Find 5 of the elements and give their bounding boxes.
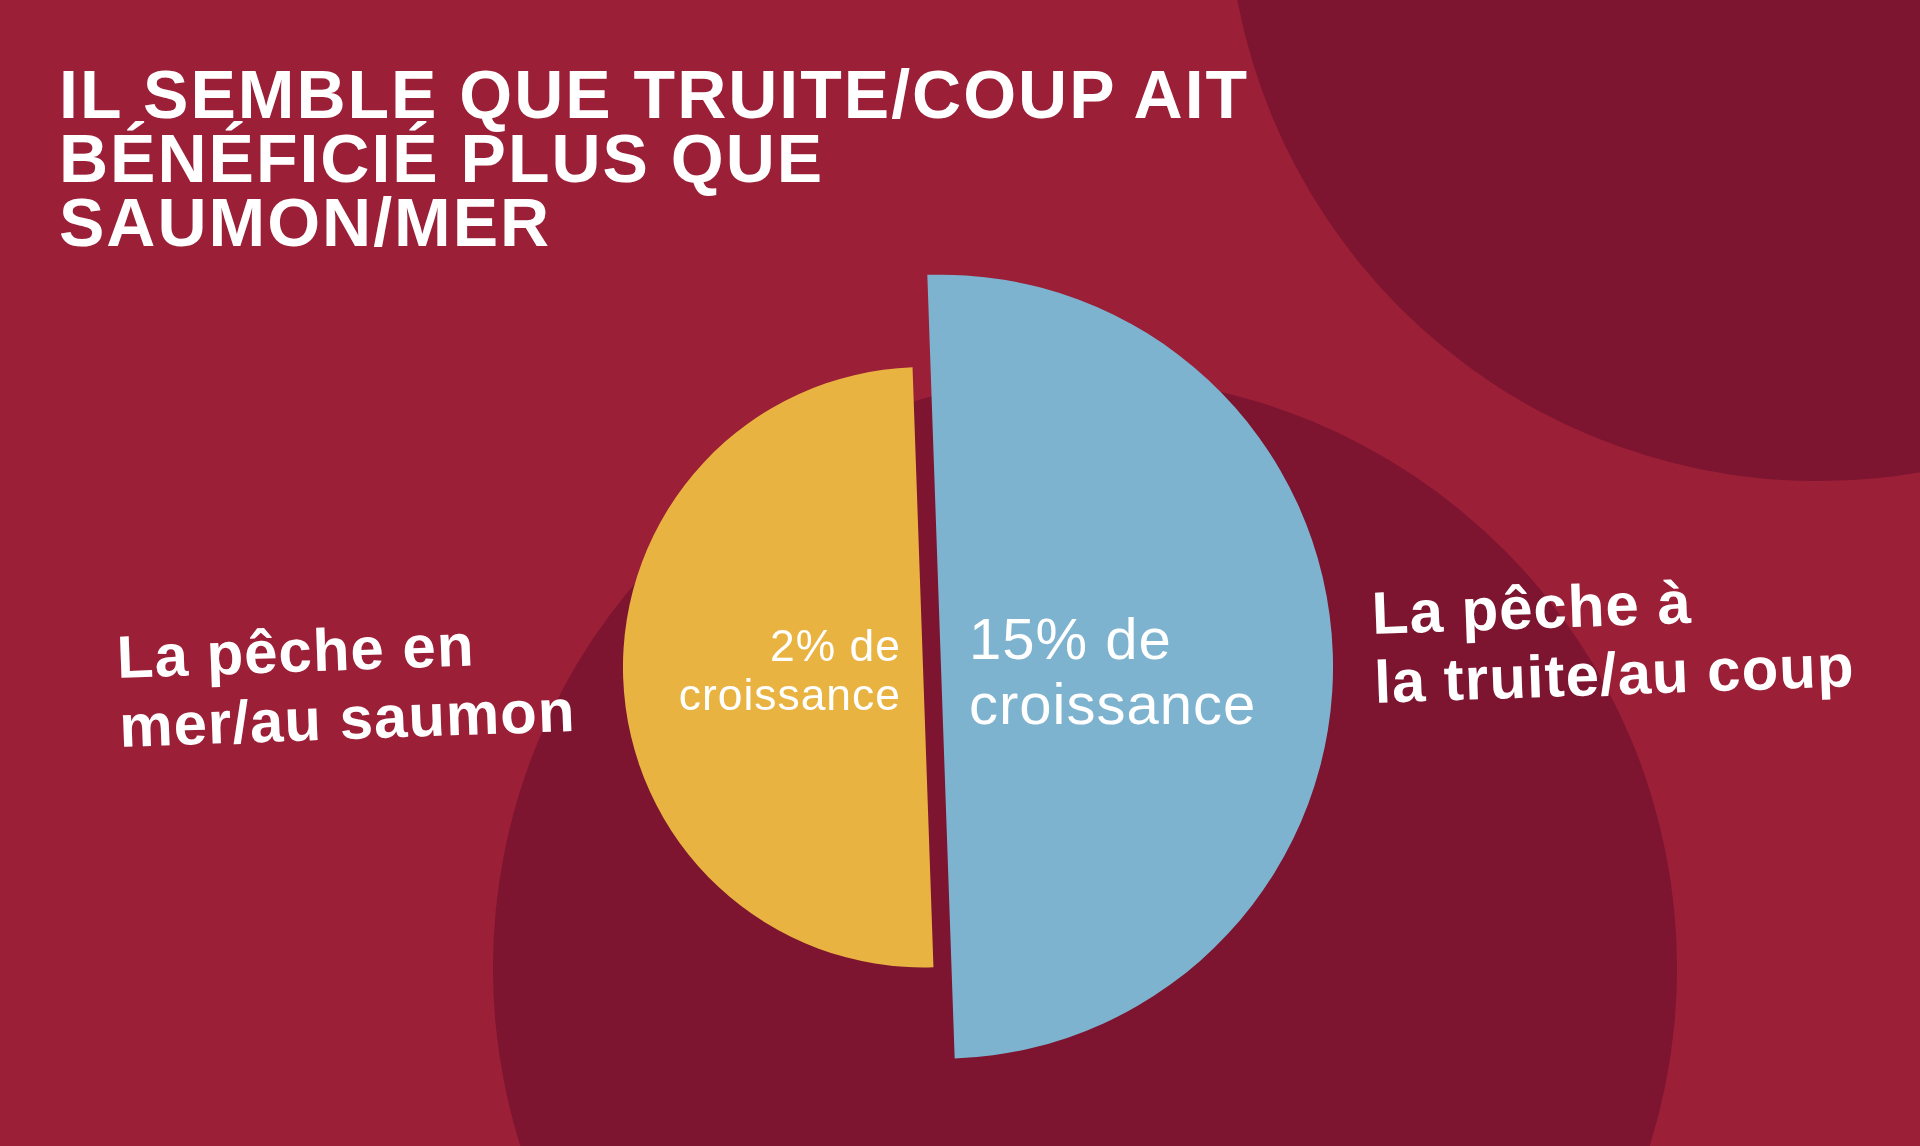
category-label: La pêche à la truite/au coup xyxy=(1370,567,1856,717)
data-label: 15% de croissance xyxy=(968,605,1258,736)
category-label: La pêche en mer/au saumon xyxy=(116,610,578,762)
text: IL SEMBLE QUE TRUITE/COUP AIT BÉNÉFICIÉ PLUS QUE SAUMON/MER xyxy=(59,56,1251,260)
data-label: 2% de croissance xyxy=(677,620,901,721)
